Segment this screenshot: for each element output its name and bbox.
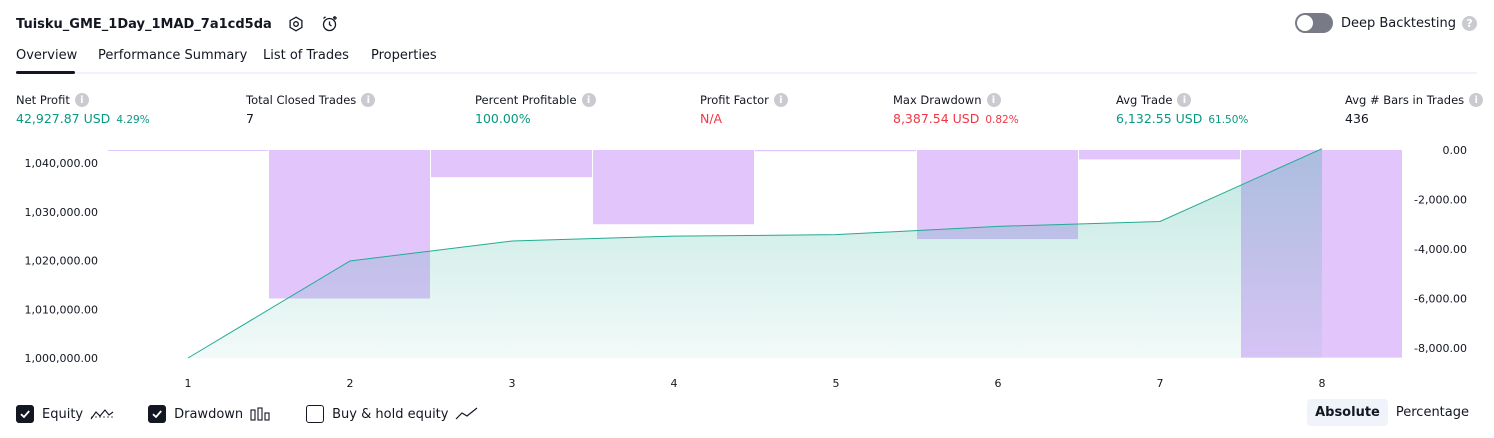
stat-percent: 0.82%: [985, 114, 1019, 126]
legend-label: Buy & hold equity: [332, 406, 449, 422]
legend-equity[interactable]: Equity: [16, 405, 114, 423]
tab-performance-summary[interactable]: Performance Summary: [98, 48, 248, 63]
right-axis-tick-label: -8,000.00: [1414, 342, 1467, 355]
strategy-header: Tuisku_GME_1Day_1MAD_7a1cd5da: [16, 12, 340, 36]
tab-list-of-trades[interactable]: List of Trades: [263, 48, 349, 63]
stat-value: 7: [246, 111, 254, 126]
info-icon[interactable]: i: [1177, 93, 1192, 107]
drawdown-bar: [108, 150, 268, 151]
x-axis-tick-label: 1: [185, 377, 192, 390]
legend-label: Equity: [42, 406, 84, 422]
stat-label: Percent Profitable: [475, 93, 577, 107]
equity-drawdown-chart: 1,040,000.00 1,030,000.00 1,020,000.00 1,01…: [25, 144, 1467, 390]
tab-overview[interactable]: Overview: [16, 48, 78, 63]
stat-value: 8,387.54 USD: [893, 111, 980, 126]
info-icon[interactable]: i: [74, 93, 89, 107]
left-axis-tick-label: 1,030,000.00: [25, 206, 98, 219]
drawdown-bar: [431, 150, 592, 178]
stat-percent: 4.29%: [116, 114, 150, 126]
drawdown-bar: [1079, 150, 1240, 160]
tab-properties[interactable]: Properties: [371, 48, 437, 63]
stat-label: Avg Trade: [1116, 93, 1173, 107]
active-tab-indicator: [16, 71, 75, 74]
x-axis-tick-label: 2: [347, 377, 354, 390]
right-axis: 0.00 -2,000.00 -4,000.00 -6,000.00 -8,000.00: [1414, 144, 1467, 355]
left-axis-tick-label: 1,000,000.00: [25, 352, 98, 365]
x-axis: 1 2 3 4 5 6 7 8: [185, 377, 1326, 390]
drawdown-bar: [593, 150, 754, 225]
stat-value: 436: [1345, 111, 1369, 126]
strategy-title: Tuisku_GME_1Day_1MAD_7a1cd5da: [16, 16, 272, 32]
info-icon[interactable]: i: [986, 93, 1001, 107]
x-axis-tick-label: 8: [1319, 377, 1326, 390]
legend-buy-hold[interactable]: Buy & hold equity: [306, 405, 479, 423]
deep-backtesting-toggle[interactable]: [1294, 13, 1333, 33]
info-icon[interactable]: i: [1469, 93, 1484, 107]
drawdown-bar: [755, 150, 916, 152]
stat-value: 100.00%: [475, 111, 531, 126]
stats-row: Net Profit i 42,927.87 USD 4.29% Total Clo…: [0, 93, 1494, 133]
equity-area: [188, 148, 1322, 358]
buy-hold-line-icon: [455, 407, 479, 421]
left-axis-tick-label: 1,020,000.00: [25, 255, 98, 268]
x-axis-tick-label: 7: [1157, 377, 1164, 390]
equity-series: [187, 148, 1323, 359]
left-axis: 1,040,000.00 1,030,000.00 1,020,000.00 1,01…: [25, 157, 98, 365]
stat-total-closed-trades: Total Closed Trades i 7: [246, 93, 376, 126]
settings-gear-icon[interactable]: [286, 14, 306, 34]
stat-percent-profitable: Percent Profitable i 100.00%: [475, 93, 596, 126]
stat-value: 42,927.87 USD: [16, 111, 111, 126]
legend-drawdown[interactable]: Drawdown: [148, 405, 272, 423]
toggle-knob: [1296, 15, 1313, 31]
info-icon[interactable]: i: [361, 93, 376, 107]
stat-label: Max Drawdown: [893, 93, 982, 107]
x-axis-tick-label: 6: [995, 377, 1002, 390]
stat-net-profit: Net Profit i 42,927.87 USD 4.29%: [16, 93, 150, 126]
equity-checkbox[interactable]: [16, 405, 34, 423]
stat-label: Net Profit: [16, 93, 70, 107]
scale-percentage-button[interactable]: Percentage: [1395, 405, 1469, 420]
x-axis-tick-label: 5: [833, 377, 840, 390]
legend-label: Drawdown: [174, 406, 244, 422]
drawdown-bars-icon: [250, 407, 272, 421]
drawdown-bar: [917, 150, 1078, 240]
left-axis-tick-label: 1,010,000.00: [25, 303, 98, 316]
right-axis-tick-label: -2,000.00: [1414, 194, 1467, 207]
buy-hold-checkbox[interactable]: [306, 405, 325, 423]
drawdown-checkbox[interactable]: [148, 405, 167, 423]
left-axis-tick-label: 1,040,000.00: [25, 157, 98, 170]
equity-line-icon: [90, 407, 114, 421]
stat-percent: 61.50%: [1208, 114, 1249, 126]
stat-label: Avg # Bars in Trades: [1345, 93, 1465, 107]
stat-profit-factor: Profit Factor i N/A: [700, 93, 788, 126]
tab-bar: Overview Performance Summary List of Tra…: [16, 44, 1477, 74]
info-icon[interactable]: i: [773, 93, 788, 107]
scale-absolute-button[interactable]: Absolute: [1307, 399, 1388, 426]
info-icon[interactable]: i: [581, 93, 596, 107]
deep-backtesting: Deep Backtesting ?: [1294, 13, 1477, 33]
stat-value: N/A: [700, 111, 723, 126]
add-alert-clock-icon[interactable]: [320, 14, 340, 34]
stat-value: 6,132.55 USD: [1116, 111, 1203, 126]
stat-max-drawdown: Max Drawdown i 8,387.54 USD 0.82%: [893, 93, 1019, 126]
stat-avg-bars-in-trades: Avg # Bars in Trades i 436: [1345, 93, 1484, 126]
equity-line: [187, 148, 1323, 359]
help-icon[interactable]: ?: [1462, 15, 1477, 31]
stat-avg-trade: Avg Trade i 6,132.55 USD 61.50%: [1116, 93, 1248, 126]
stat-label: Total Closed Trades: [246, 93, 357, 107]
stat-label: Profit Factor: [700, 93, 769, 107]
x-axis-tick-label: 4: [671, 377, 678, 390]
right-axis-tick-label: 0.00: [1443, 144, 1468, 157]
x-axis-tick-label: 3: [509, 377, 516, 390]
chart-legend: Equity Drawdown Buy & hold equity: [16, 403, 513, 425]
deep-backtesting-label: Deep Backtesting: [1340, 15, 1456, 31]
scale-toggle: Absolute Percentage: [1307, 399, 1477, 426]
right-axis-tick-label: -6,000.00: [1414, 293, 1467, 306]
right-axis-tick-label: -4,000.00: [1414, 243, 1467, 256]
